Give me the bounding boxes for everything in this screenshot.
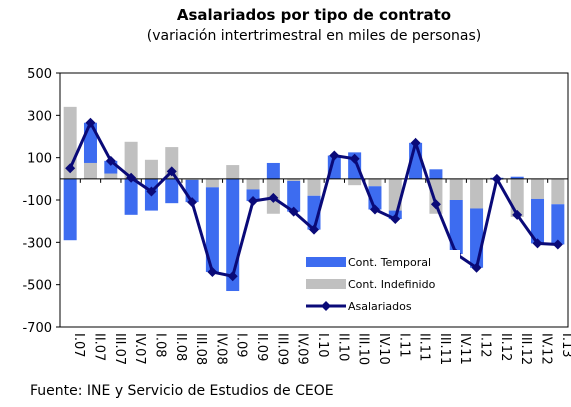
source: Fuente: INE y Servicio de Estudios de CE…: [30, 383, 334, 399]
marker: [471, 262, 482, 273]
bar: [246, 189, 260, 202]
chart-title: Asalariados por tipo de contrato: [177, 6, 451, 24]
x-tick-label: III.12: [518, 333, 533, 365]
bar: [470, 208, 484, 268]
bar: [348, 178, 362, 186]
x-tick-label: IV.09: [295, 333, 310, 365]
chart-subtitle: (variación intertrimestral en miles de p…: [147, 28, 481, 44]
x-tick-label: I.12: [478, 333, 493, 358]
x-tick-label: I.10: [315, 333, 330, 358]
y-tick-label: -100: [22, 194, 52, 209]
x-tick-label: III.10: [356, 333, 371, 365]
x-tick-label: I.11: [396, 333, 411, 358]
x-tick-label: I.08: [152, 333, 167, 358]
bar: [185, 178, 199, 180]
y-tick-label: 300: [27, 109, 52, 124]
marker: [552, 239, 563, 250]
marker: [329, 150, 340, 161]
marker: [430, 199, 441, 210]
bar: [531, 198, 545, 244]
x-tick-label: I.09: [234, 333, 249, 358]
x-tick-label: II.11: [417, 333, 432, 361]
bar: [510, 176, 524, 179]
legend-marker: [321, 301, 331, 311]
marker: [65, 163, 76, 174]
bar: [124, 141, 138, 179]
bar: [429, 169, 443, 179]
x-tick-label: IV.10: [376, 333, 391, 365]
legend-label: Asalariados: [348, 300, 412, 313]
bar: [287, 178, 301, 181]
x-tick-label: III.11: [437, 333, 452, 365]
bar: [307, 178, 321, 196]
bar: [246, 178, 260, 190]
bar: [165, 178, 179, 204]
x-tick-label: II.07: [91, 333, 106, 361]
bar: [104, 173, 118, 179]
bar: [205, 187, 219, 272]
marker: [369, 204, 380, 215]
legend-swatch: [306, 279, 346, 289]
marker: [166, 166, 177, 177]
marker: [248, 196, 259, 207]
marker: [85, 117, 96, 128]
marker: [126, 172, 137, 183]
x-tick-label: II.12: [498, 333, 513, 361]
bar: [368, 178, 382, 187]
bar: [449, 200, 463, 254]
marker: [532, 238, 543, 249]
bar: [63, 178, 77, 241]
x-tick-label: IV.11: [457, 333, 472, 365]
bar: [83, 162, 97, 179]
bar: [226, 165, 240, 179]
marker: [349, 153, 360, 164]
x-tick-label: III.07: [112, 333, 127, 365]
y-tick-label: -500: [22, 279, 52, 294]
y-tick-label: -700: [22, 321, 52, 336]
legend-swatch: [306, 257, 346, 267]
bar: [449, 178, 463, 200]
x-tick-label: IV.07: [132, 333, 147, 365]
x-tick-label: II.09: [254, 333, 269, 361]
marker: [288, 206, 299, 217]
marker: [512, 209, 523, 220]
bar: [266, 162, 280, 179]
y-tick-label: -300: [22, 236, 52, 251]
y-tick-label: 500: [27, 67, 52, 82]
x-tick-label: IV.08: [213, 333, 228, 365]
legend-label: Cont. Temporal: [348, 256, 431, 269]
marker: [491, 173, 502, 184]
bar: [144, 159, 158, 179]
x-tick-label: II.08: [173, 333, 188, 361]
bar: [551, 178, 565, 205]
marker: [410, 137, 421, 148]
bar: [205, 178, 219, 188]
bar: [287, 180, 301, 212]
marker: [390, 214, 401, 225]
marker: [187, 197, 198, 208]
legend-label: Cont. Indefinido: [348, 278, 436, 291]
bar: [551, 204, 565, 245]
x-tick-label: IV.12: [539, 333, 554, 365]
x-tick-label: III.09: [274, 333, 289, 365]
bar: [124, 178, 138, 215]
x-tick-label: I.13: [559, 333, 571, 358]
marker: [227, 271, 238, 282]
marker: [309, 224, 319, 235]
marker: [268, 192, 279, 203]
bar: [470, 178, 484, 209]
x-tick-label: II.10: [335, 333, 350, 361]
marker: [146, 186, 157, 197]
x-tick-label: III.08: [193, 333, 208, 365]
marker: [207, 266, 218, 277]
bar: [531, 178, 545, 199]
x-tick-label: I.07: [71, 333, 86, 358]
marker: [105, 155, 116, 166]
y-tick-label: 100: [27, 152, 52, 167]
